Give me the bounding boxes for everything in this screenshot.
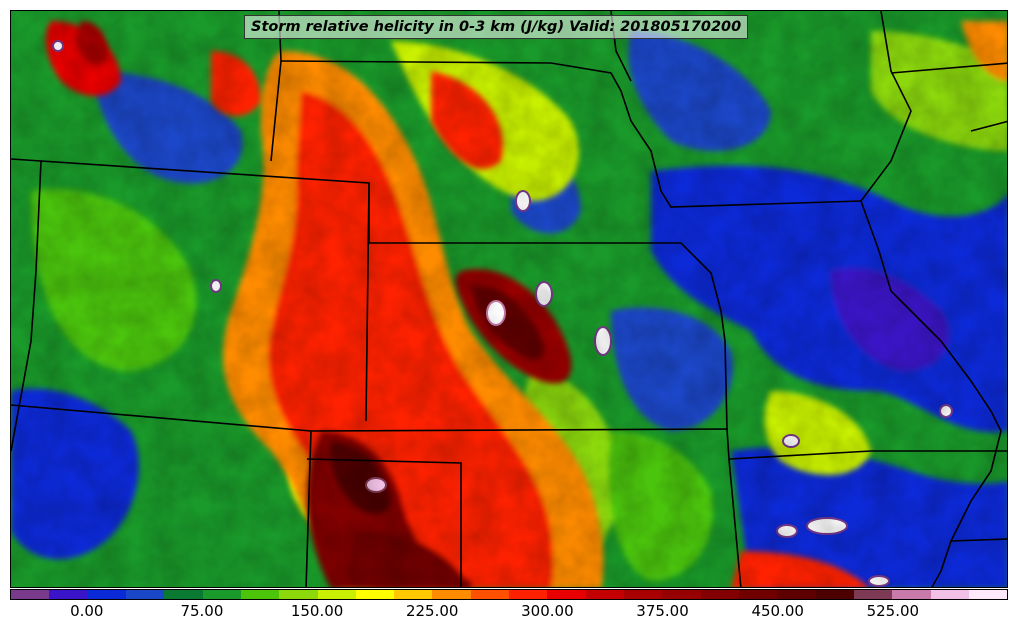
colorbar-segment (317, 590, 356, 599)
colorbar-segment (202, 590, 241, 599)
colorbar-segment (738, 590, 778, 599)
colorbar-segment (240, 590, 280, 599)
colorbar-tick-label: 450.00 (751, 602, 804, 620)
colorbar-labels: 0.00 75.00 150.00 225.00 300.00 375.00 450.00 5… (10, 602, 1008, 624)
colorbar-tick-label: 300.00 (521, 602, 574, 620)
colorbar-segment (11, 590, 50, 599)
colorbar-tick-label: 525.00 (866, 602, 920, 620)
colorbar-segment (279, 590, 318, 599)
map-title-text: Storm relative helicity in 0-3 km (J/kg)… (251, 19, 742, 35)
colorbar-segment (547, 590, 586, 599)
colorbar-segment (125, 590, 165, 599)
colorbar-segment (585, 590, 624, 599)
colorbar-tick-label: 75.00 (180, 602, 224, 620)
colorbar-segment (355, 590, 395, 599)
colorbar-segment (853, 590, 893, 599)
colorbar-tick-label: 375.00 (636, 602, 689, 620)
colorbar (10, 589, 1008, 600)
colorbar-tick-label: 0.00 (70, 602, 104, 620)
colorbar-segment (930, 590, 969, 599)
state-boundaries (11, 11, 1007, 587)
colorbar-segment (49, 590, 88, 599)
colorbar-tick-label: 150.00 (290, 602, 344, 620)
colorbar-segment (968, 590, 1008, 599)
colorbar-segment (164, 590, 203, 599)
colorbar-tick-label: 225.00 (405, 602, 459, 620)
colorbar-segment (662, 590, 701, 599)
colorbar-segment (394, 590, 433, 599)
colorbar-segment (509, 590, 548, 599)
colorbar-segment (700, 590, 739, 599)
map-title: Storm relative helicity in 0-3 km (J/kg)… (244, 15, 749, 39)
field-texture (11, 11, 1007, 587)
helicity-field-plot (11, 11, 1007, 587)
colorbar-segment (815, 590, 854, 599)
colorbar-segment (892, 590, 931, 599)
colorbar-segment (624, 590, 663, 599)
colorbar-segment (470, 590, 510, 599)
colorbar-segment (777, 590, 816, 599)
colorbar-segment (87, 590, 126, 599)
helicity-map (10, 10, 1008, 588)
colorbar-segment (432, 590, 471, 599)
